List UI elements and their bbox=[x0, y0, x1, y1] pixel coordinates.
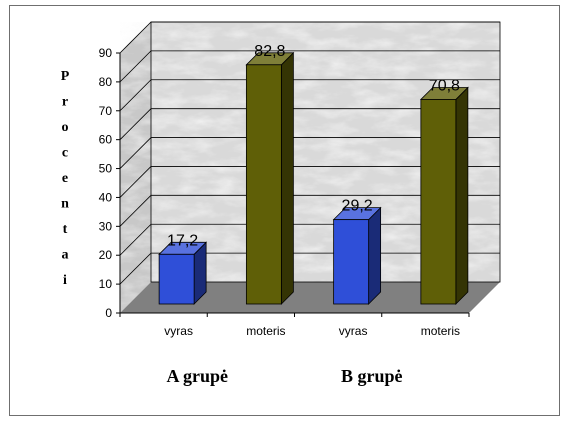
group-label: B grupė bbox=[341, 366, 403, 386]
bar-front bbox=[158, 253, 195, 305]
gridline-side bbox=[119, 50, 152, 83]
chart-frame: 0 10 20 30 40 50 60 70 80 90 17,2 82,8 29,2 70,8 vyr… bbox=[9, 5, 560, 416]
bar-front bbox=[333, 219, 370, 305]
category-label: moteris bbox=[246, 324, 285, 338]
y-tick-label: 20 bbox=[99, 248, 113, 262]
y-axis-label-letter: o bbox=[62, 120, 69, 135]
y-tick-label: 90 bbox=[99, 46, 113, 60]
floor bbox=[120, 282, 500, 313]
y-tick-label: 0 bbox=[105, 306, 112, 320]
data-label: 29,2 bbox=[342, 198, 373, 215]
bar-side bbox=[280, 51, 294, 305]
side-wall bbox=[120, 22, 151, 313]
y-axis-label-letter: r bbox=[62, 95, 68, 110]
y-tick-label: 40 bbox=[99, 190, 113, 204]
y-axis-label-letter: e bbox=[62, 171, 68, 186]
y-axis-label-letter: P bbox=[61, 69, 70, 84]
y-tick-label: 80 bbox=[99, 75, 113, 89]
category-labels: vyras moteris vyras moteris bbox=[119, 313, 470, 338]
back-wall-border bbox=[150, 21, 501, 283]
gridline-side bbox=[119, 108, 152, 140]
bar-front bbox=[245, 64, 282, 305]
y-axis-label-letter: c bbox=[62, 146, 68, 161]
category-label: vyras bbox=[164, 324, 193, 338]
y-axis-label-letter: t bbox=[63, 222, 68, 237]
y-axis-label-letter: i bbox=[63, 273, 67, 288]
gridline-side bbox=[119, 21, 152, 54]
data-label: 70,8 bbox=[429, 77, 460, 94]
y-tick-label: 70 bbox=[99, 104, 113, 118]
y-axis-label-letter: a bbox=[62, 248, 69, 263]
y-tick-label: 10 bbox=[99, 277, 113, 291]
group-labels: A grupė B grupė bbox=[166, 366, 402, 386]
y-tick-label: 50 bbox=[99, 162, 113, 176]
gridline-side bbox=[119, 195, 152, 227]
bars: 17,2 82,8 29,2 70,8 bbox=[158, 43, 469, 305]
y-tick-label: 30 bbox=[99, 219, 113, 233]
bar-3: 29,2 bbox=[332, 198, 382, 305]
group-label: A grupė bbox=[166, 366, 228, 386]
data-label: 82,8 bbox=[254, 43, 285, 60]
y-tick-label: 60 bbox=[99, 133, 113, 147]
category-label: vyras bbox=[339, 324, 368, 338]
bar-side bbox=[368, 206, 382, 305]
data-label: 17,2 bbox=[167, 232, 198, 249]
y-tick-labels: 0 10 20 30 40 50 60 70 80 90 bbox=[99, 46, 113, 320]
gridline-side bbox=[119, 137, 152, 169]
bar-4: 70,8 bbox=[419, 77, 469, 305]
gridline-side bbox=[119, 166, 152, 198]
y-axis-label-letter: n bbox=[61, 197, 69, 212]
gridline-side bbox=[119, 223, 152, 256]
bar-1: 17,2 bbox=[158, 232, 208, 305]
category-label: moteris bbox=[421, 324, 460, 338]
bar-front bbox=[420, 99, 457, 305]
bar-chart: 0 10 20 30 40 50 60 70 80 90 17,2 82,8 29,2 70,8 vyr… bbox=[61, 21, 501, 386]
gridline-side bbox=[119, 79, 152, 112]
bar-2: 82,8 bbox=[245, 43, 295, 305]
gridline-side bbox=[119, 252, 152, 285]
bar-side bbox=[455, 86, 469, 305]
